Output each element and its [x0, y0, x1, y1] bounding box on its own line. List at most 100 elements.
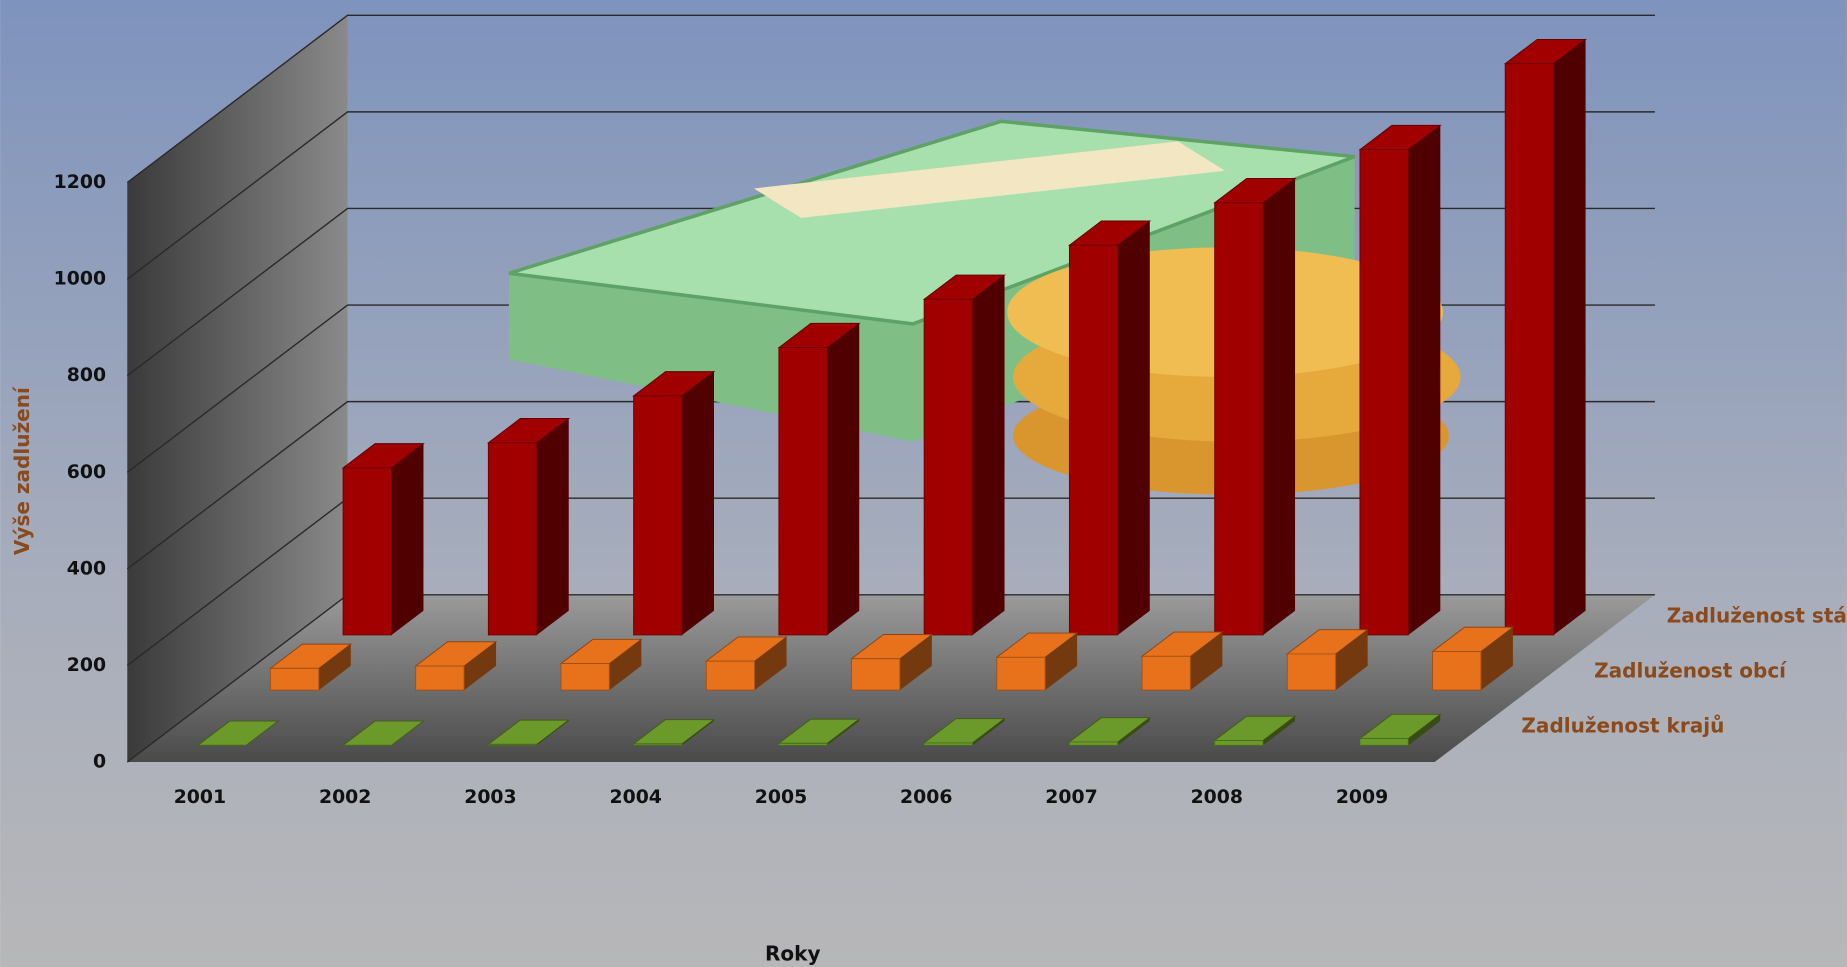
bar: [922, 718, 1006, 746]
bar: [777, 718, 861, 746]
bar-side: [1190, 632, 1223, 691]
x-axis-title: Roky: [765, 942, 821, 966]
bar: [777, 322, 861, 636]
x-tick-label: 2008: [1191, 787, 1243, 808]
grid-line: [126, 111, 1655, 280]
bar: [196, 720, 280, 746]
bar-side: [827, 323, 860, 635]
bar-side: [318, 644, 351, 691]
bar-side: [1335, 629, 1368, 691]
y-tick-label: 800: [67, 365, 106, 386]
bar-side: [682, 371, 714, 635]
bar: [1140, 631, 1224, 691]
bar: [1285, 629, 1370, 691]
bar-side: [827, 719, 860, 746]
bar-front: [923, 298, 974, 636]
y-tick-label: 1200: [54, 172, 106, 193]
bar-front: [851, 658, 901, 691]
bar-front: [415, 665, 465, 691]
bar: [1431, 626, 1515, 691]
bar-front: [487, 442, 538, 636]
bar-front: [1214, 202, 1264, 636]
bar: [341, 443, 425, 636]
bar: [1213, 715, 1297, 746]
bar: [1358, 124, 1442, 636]
bar-front: [1432, 651, 1482, 691]
x-tick-label: 2006: [900, 787, 952, 808]
bar-side: [1408, 125, 1441, 635]
bar: [1503, 38, 1587, 636]
bar-side: [1553, 39, 1586, 635]
bar: [850, 634, 934, 691]
bar: [704, 636, 788, 691]
x-tick-label: 2009: [1336, 787, 1388, 808]
x-tick-label: 2002: [319, 787, 371, 808]
bar: [559, 638, 643, 691]
y-tick-label: 0: [93, 752, 106, 773]
bar-side: [464, 641, 497, 691]
bar-side: [536, 720, 569, 746]
bar-front: [560, 663, 610, 691]
bar-front: [1214, 740, 1264, 746]
x-tick-label: 2003: [464, 787, 516, 808]
x-tick-label: 2004: [610, 787, 662, 808]
bar-side: [972, 275, 1005, 635]
bar-front: [1359, 149, 1409, 636]
bar: [1068, 220, 1152, 636]
bar-side: [1045, 633, 1078, 691]
x-tick-label: 2001: [174, 787, 226, 808]
bar-front: [923, 742, 973, 746]
bar: [1213, 178, 1297, 636]
bar-side: [1263, 178, 1296, 635]
y-tick-label: 600: [67, 462, 106, 483]
bar-front: [1286, 653, 1337, 691]
y-tick-label: 400: [67, 558, 106, 579]
bar-side: [391, 443, 424, 635]
y-tick-label: 200: [67, 655, 106, 676]
bar: [486, 719, 571, 746]
bar-side: [681, 719, 714, 746]
bar-side: [754, 636, 787, 691]
bar: [922, 274, 1006, 636]
bar-front: [633, 395, 683, 636]
bar-front: [705, 660, 756, 691]
legend-label: Zadluženost obcí: [1594, 659, 1787, 683]
bar: [1358, 713, 1442, 746]
bar: [341, 720, 425, 746]
bar-side: [536, 418, 569, 635]
bar-side: [1480, 627, 1513, 691]
bar-front: [778, 742, 828, 746]
bar-front: [778, 347, 828, 636]
bar-front: [996, 656, 1046, 691]
bar-front: [487, 743, 538, 746]
bar-front: [1141, 655, 1191, 691]
bar-front: [1504, 63, 1555, 636]
bar: [414, 641, 498, 691]
grid-line: [126, 14, 1655, 184]
bar-front: [1359, 738, 1409, 746]
bar-side: [1408, 714, 1441, 746]
bar-front: [633, 743, 683, 746]
bar: [269, 643, 353, 691]
x-tick-label: 2007: [1045, 787, 1097, 808]
bar: [632, 371, 716, 636]
bar-side: [899, 634, 932, 691]
legend-label: Zadluženost státu: [1667, 603, 1847, 627]
bar-front: [269, 667, 320, 691]
y-tick-label: 1000: [54, 269, 106, 290]
bar: [486, 418, 571, 636]
bar: [1067, 717, 1152, 746]
bar-front: [1068, 741, 1119, 746]
bar: [995, 632, 1079, 691]
bar-side: [609, 639, 642, 691]
bars: [196, 38, 1587, 746]
legend-label: Zadluženost krajů: [1521, 714, 1724, 738]
bar-front: [342, 467, 392, 636]
bar-side: [972, 718, 1005, 746]
y-axis-title: Výše zadlužení: [10, 386, 34, 555]
bar-side: [1117, 220, 1150, 635]
bar-side: [1263, 716, 1295, 746]
bar-front: [1068, 244, 1119, 636]
bar: [632, 719, 716, 746]
